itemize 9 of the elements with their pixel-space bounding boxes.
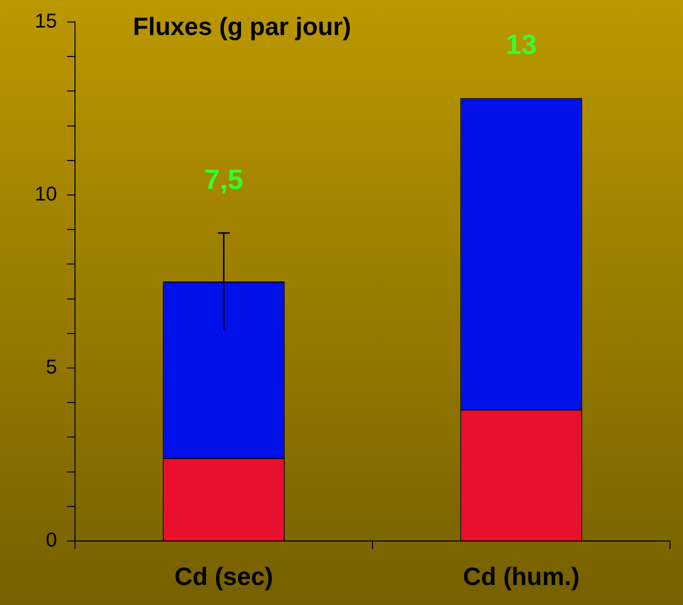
y-tick-label: 5	[46, 356, 57, 379]
total-label: 13	[506, 28, 537, 60]
y-tick-label: 15	[34, 10, 57, 33]
chart-title: Fluxes (g par jour)	[133, 12, 352, 41]
total-label: 7,5	[204, 164, 244, 195]
y-tick-label: 10	[34, 184, 57, 206]
x-tick-label: Cd (sec)	[174, 562, 274, 591]
y-tick-label: 0	[46, 530, 57, 552]
x-tick-label: Cd (hum.)	[462, 562, 580, 591]
